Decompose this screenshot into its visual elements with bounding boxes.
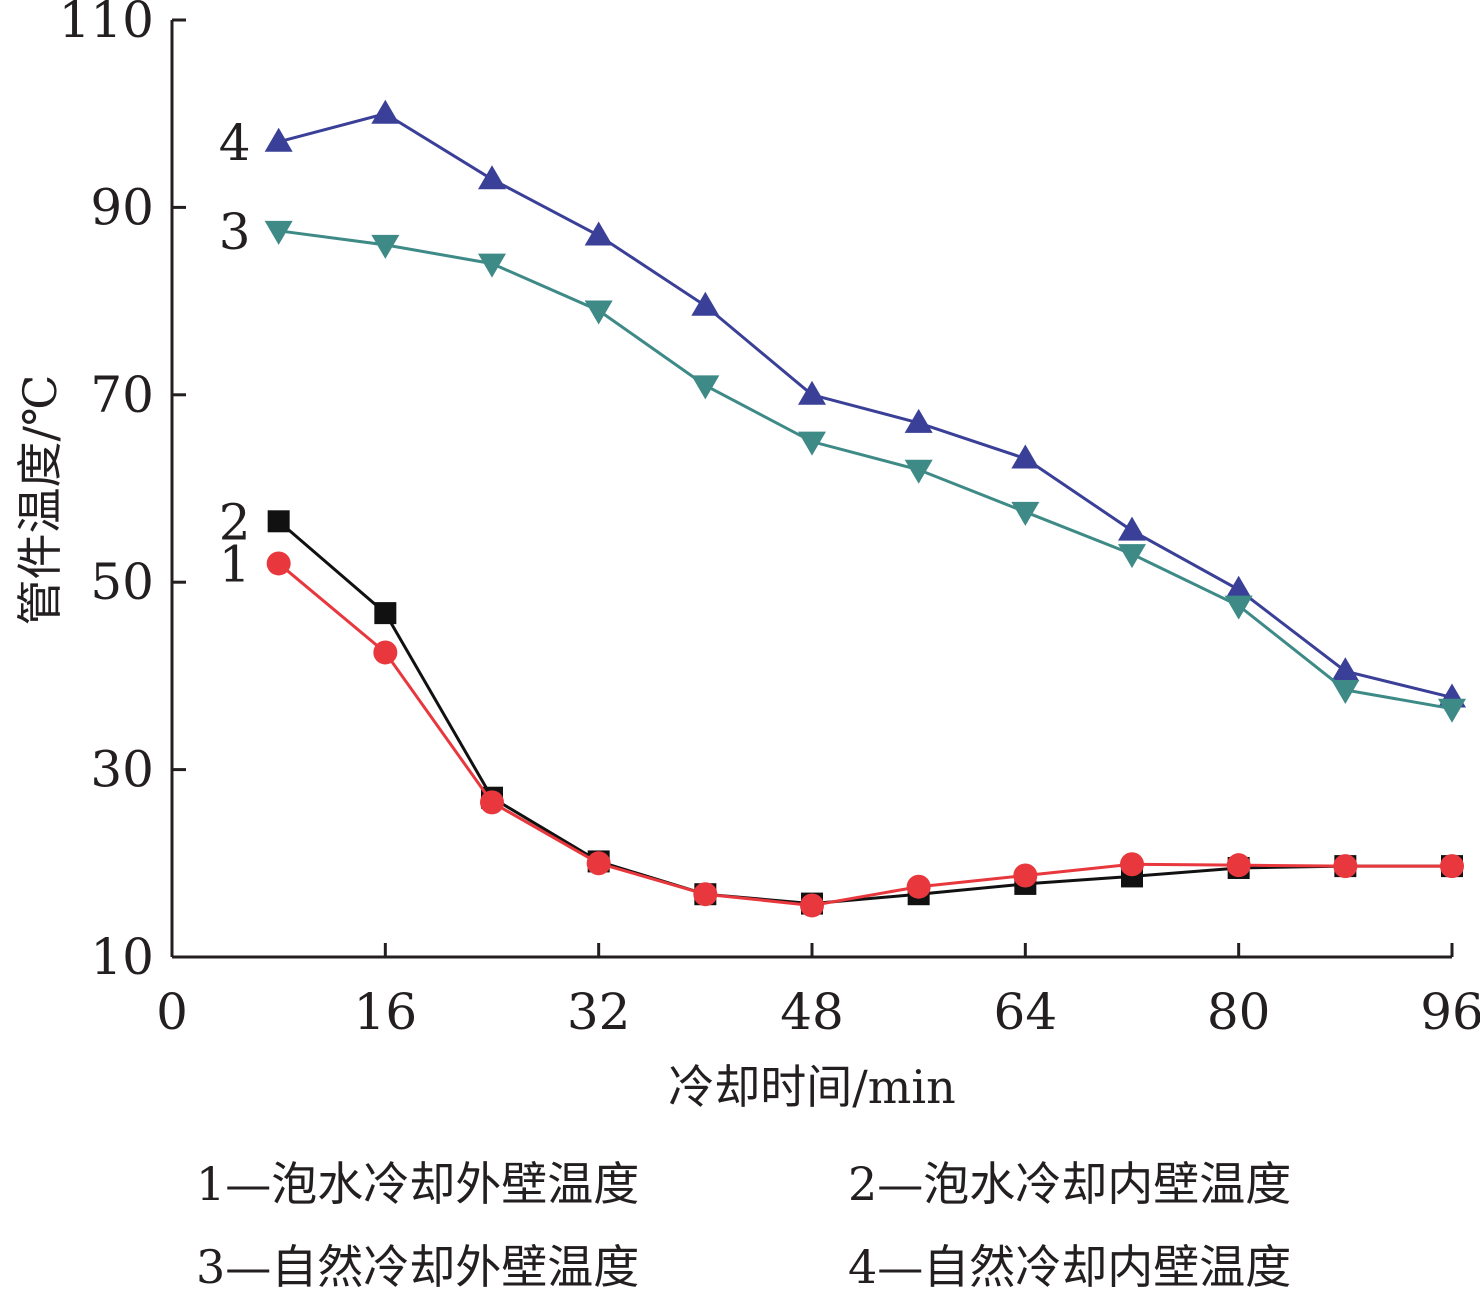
- chart-axes: [170, 20, 1452, 959]
- series-3-point: [584, 300, 613, 325]
- series-3-line: [278, 229, 1453, 711]
- series-4-point: [264, 127, 293, 152]
- series-4-line: [278, 112, 1453, 699]
- legend-entry-3: 3—自然冷却外壁温度: [196, 1240, 639, 1294]
- series-4-point: [691, 291, 720, 316]
- series-1-point: [1333, 854, 1358, 879]
- series-3-point: [1438, 698, 1466, 723]
- series-2: [267, 510, 1463, 915]
- y-tick-label: 30: [90, 741, 154, 799]
- series-3-point: [1331, 679, 1360, 704]
- series-3-tag: 3: [219, 203, 251, 261]
- series-3-point: [264, 220, 293, 245]
- series-4-point: [1331, 657, 1360, 682]
- series-3: [264, 220, 1466, 723]
- x-tick-label: 48: [780, 983, 844, 1041]
- series-1-point: [1440, 854, 1464, 879]
- series-1-point: [906, 874, 931, 899]
- series-1-point: [1120, 852, 1144, 877]
- y-tick-label: 90: [90, 178, 154, 236]
- series-3-point: [904, 459, 933, 484]
- series-4-point: [1011, 444, 1040, 469]
- series-4-point: [1118, 516, 1146, 541]
- series-3-point: [1118, 544, 1146, 569]
- series-1-point: [266, 551, 291, 576]
- y-axis-title: 管件温度/℃: [13, 375, 67, 626]
- series-4: [264, 99, 1466, 708]
- x-tick-label: 64: [994, 983, 1058, 1041]
- series-2-point: [267, 510, 290, 533]
- series-4-point: [798, 380, 826, 405]
- series-4-point: [478, 165, 506, 190]
- series-4-point: [584, 221, 613, 246]
- x-axis-title: 冷却时间/min: [668, 1060, 955, 1114]
- series-1-point: [693, 882, 718, 907]
- x-tick-label: 0: [156, 983, 188, 1041]
- series-1-tag: 1: [219, 535, 251, 593]
- series-3-point: [478, 253, 506, 278]
- series-1-point: [480, 790, 504, 815]
- legend: 1—泡水冷却外壁温度 2—泡水冷却内壁温度 3—自然冷却外壁温度 4—自然冷却内…: [196, 1157, 1291, 1294]
- series-1-point: [1226, 853, 1251, 878]
- series-1-point: [800, 893, 824, 918]
- series-4-tag: 4: [219, 114, 251, 172]
- series-tags: 12 3 4: [219, 114, 251, 594]
- series-1-point: [373, 640, 398, 665]
- series-2-point: [374, 602, 397, 625]
- x-tick-label: 16: [354, 983, 418, 1041]
- series-4-point: [904, 408, 933, 433]
- series-3-point: [691, 375, 720, 400]
- series-2-tag: 2: [219, 493, 251, 551]
- legend-entry-1: 1—泡水冷却外壁温度: [196, 1157, 639, 1211]
- series-4-point: [1224, 575, 1253, 600]
- series-1: [266, 551, 1464, 918]
- x-tick-label: 32: [567, 983, 631, 1041]
- y-tick-label: 10: [90, 928, 154, 986]
- legend-entry-4: 4—自然冷却内壁温度: [848, 1240, 1291, 1294]
- series-1-point: [586, 851, 611, 876]
- series-3-point: [1011, 501, 1040, 526]
- series-3-point: [371, 234, 400, 259]
- series-layer: [264, 99, 1466, 918]
- series-1-point: [1013, 863, 1038, 888]
- x-tick-label: 96: [1420, 983, 1480, 1041]
- series-1-line: [277, 562, 1452, 907]
- series-3-point: [798, 431, 826, 456]
- series-2-line: [277, 520, 1452, 906]
- y-tick-label: 110: [59, 0, 154, 49]
- x-tick-label: 80: [1207, 983, 1271, 1041]
- legend-entry-2: 2—泡水冷却内壁温度: [848, 1157, 1291, 1211]
- series-3-point: [1224, 595, 1253, 620]
- y-tick-label: 70: [90, 366, 154, 424]
- y-tick-label: 50: [90, 553, 154, 611]
- series-4-point: [371, 99, 400, 124]
